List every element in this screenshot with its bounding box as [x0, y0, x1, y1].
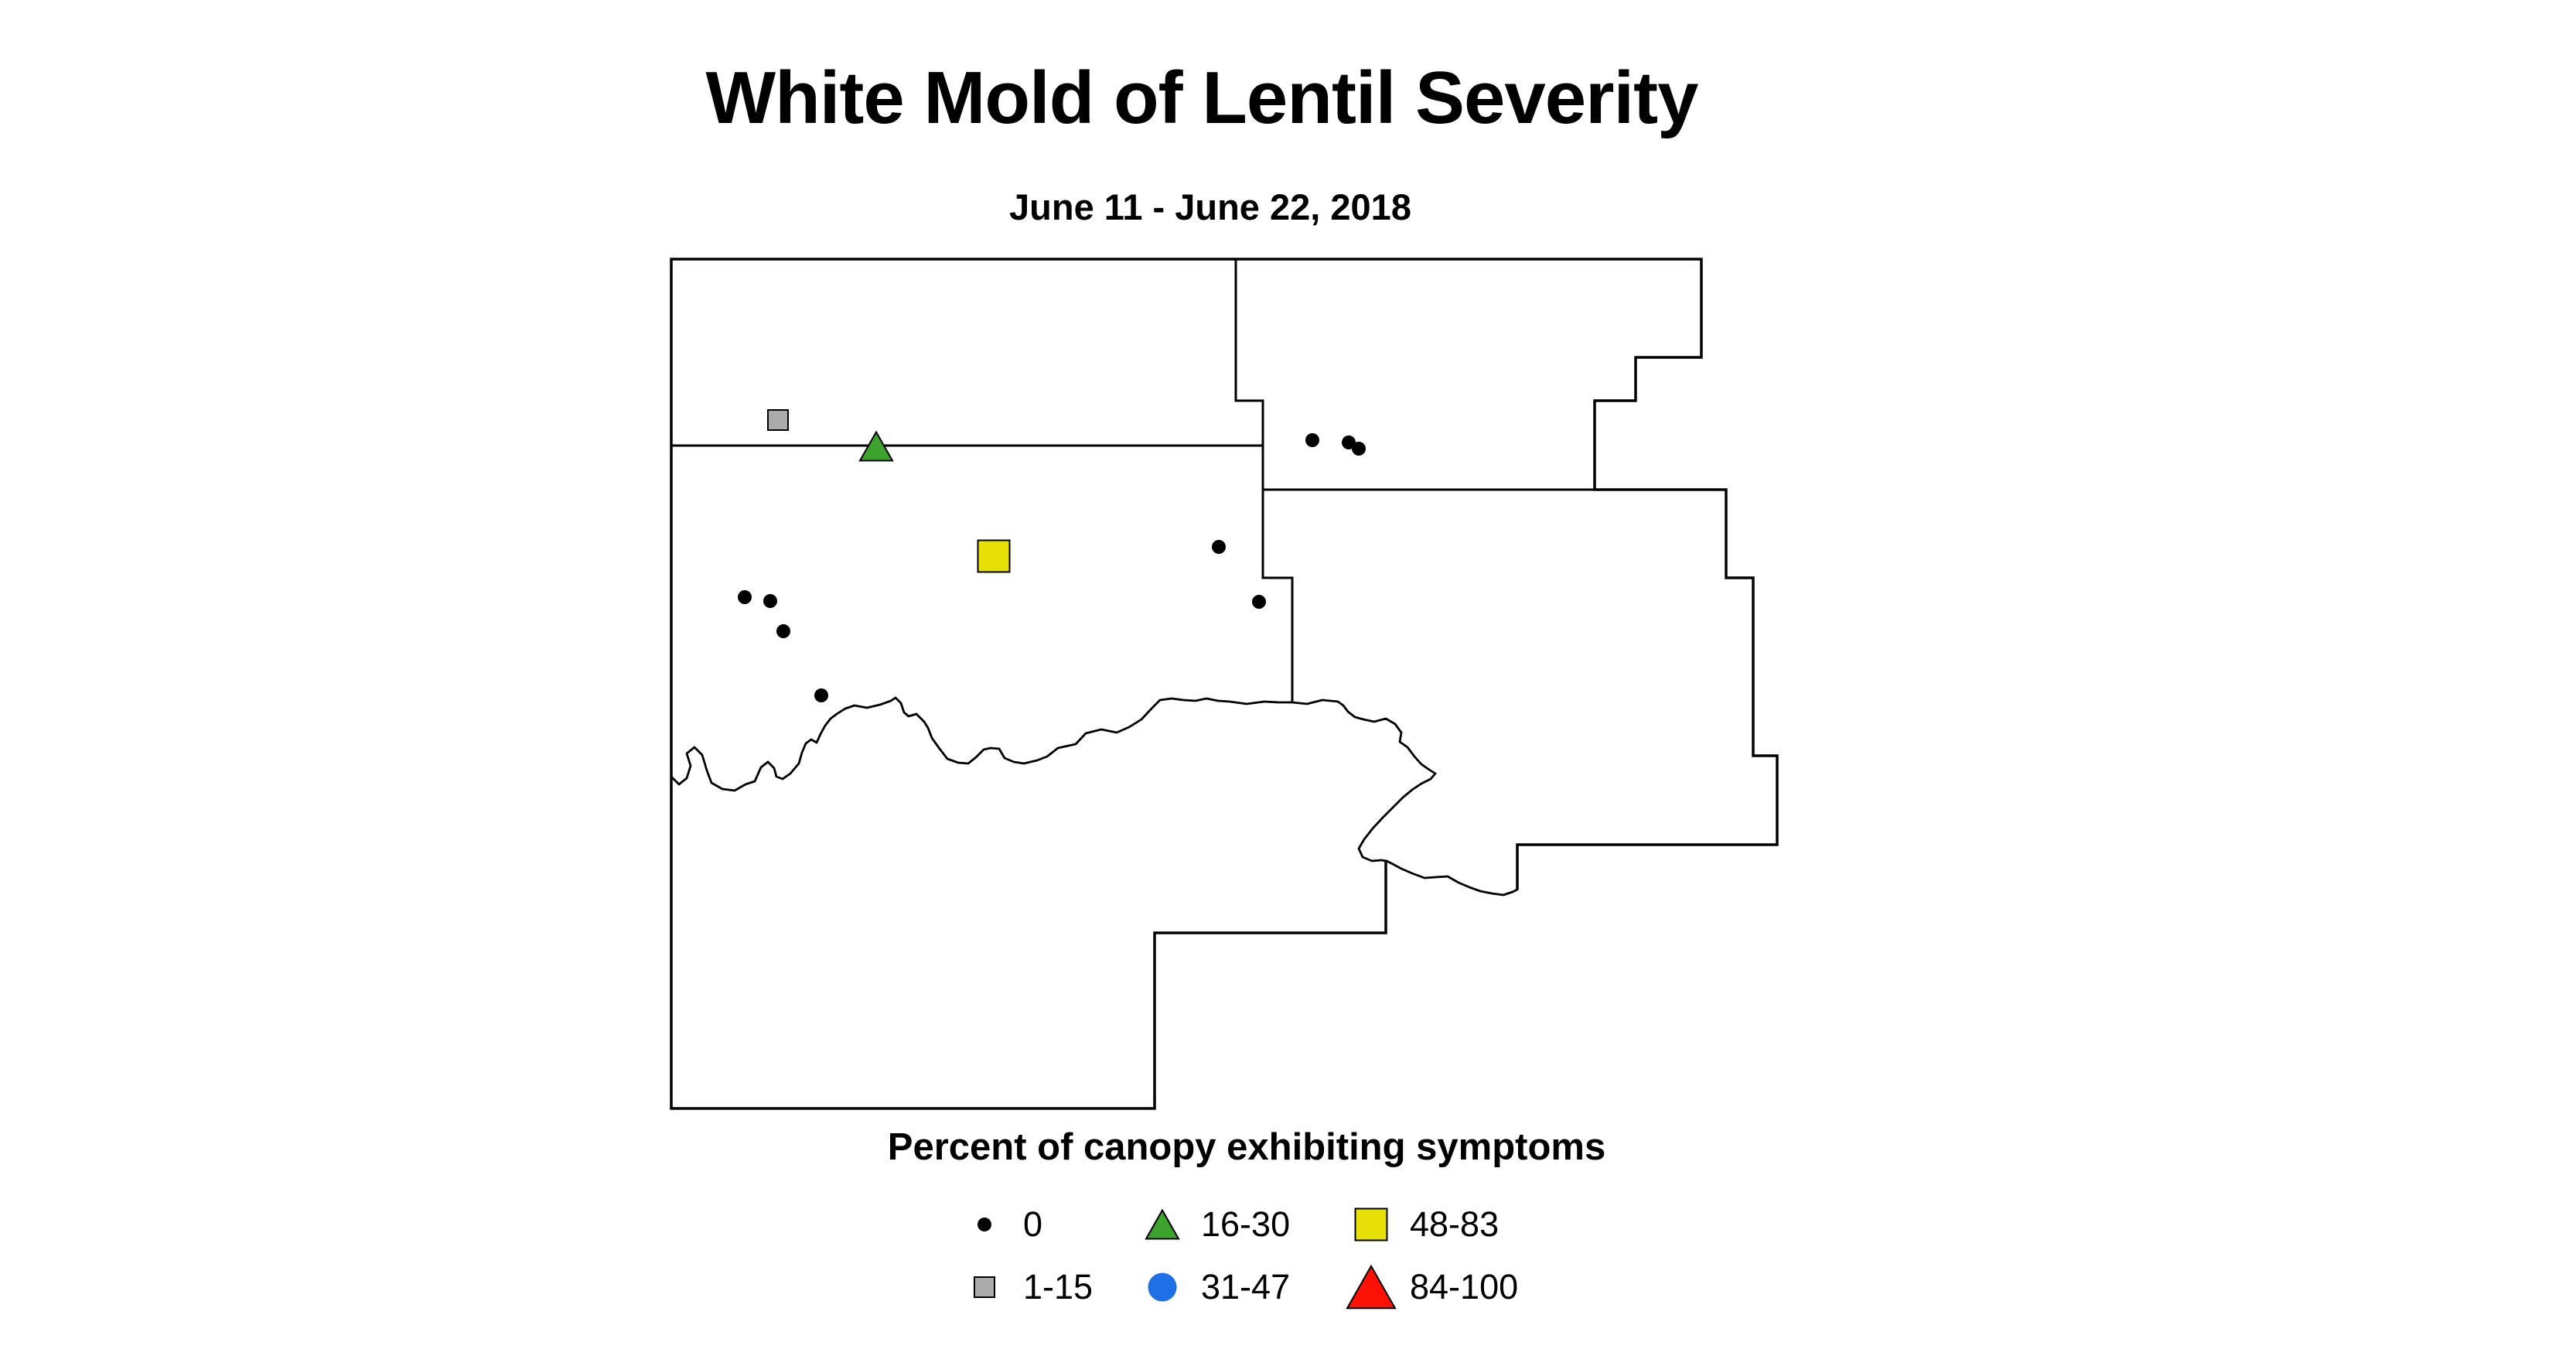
map-point-0	[1305, 433, 1319, 447]
legend-symbol-green-triangle-icon	[1145, 1208, 1180, 1240]
map-point-0	[738, 590, 752, 604]
figure-title: White Mold of Lentil Severity	[705, 56, 1698, 139]
map-point-0	[1252, 595, 1266, 609]
legend-item-31-47: 31-47	[1134, 1259, 1290, 1315]
figure-subtitle: June 11 - June 22, 2018	[1009, 186, 1411, 227]
legend-symbol-red-triangle-icon	[1346, 1264, 1397, 1310]
map-point-0	[814, 688, 828, 702]
severity-markers	[738, 409, 1366, 702]
map-point-0	[763, 594, 777, 608]
county-line-vertical-middle	[1234, 259, 1294, 702]
legend-item-label: 16-30	[1201, 1204, 1291, 1244]
legend-title: Percent of canopy exhibiting symptoms	[887, 1126, 1606, 1168]
legend-item-16-30: 16-30	[1134, 1197, 1290, 1252]
legend-symbol-gray-square-icon	[974, 1276, 995, 1298]
river-line	[670, 696, 1519, 897]
legend-symbol-blue-circle-icon	[1148, 1272, 1177, 1302]
map-point-0	[1342, 435, 1356, 449]
map-outer-boundary	[670, 258, 1779, 1110]
map-point-1-15	[767, 409, 789, 431]
map-point-0	[1212, 540, 1226, 554]
legend-item-label: 31-47	[1201, 1267, 1291, 1306]
map-point-0	[1352, 442, 1366, 456]
legend-symbol-dot-icon	[978, 1218, 991, 1231]
legend-item-label: 0	[1023, 1204, 1043, 1244]
legend-item-0: 0	[957, 1197, 1042, 1252]
legend-item-1-15: 1-15	[957, 1259, 1093, 1315]
map-point-16-30	[858, 430, 894, 462]
map-point-48-83	[977, 539, 1011, 573]
legend-item-label: 48-83	[1410, 1204, 1500, 1244]
legend-symbol-yellow-square-icon	[1354, 1207, 1388, 1242]
legend-item-label: 84-100	[1410, 1267, 1519, 1306]
legend-item-48-83: 48-83	[1343, 1197, 1499, 1252]
legend-item-84-100: 84-100	[1343, 1259, 1518, 1315]
legend-item-label: 1-15	[1023, 1267, 1094, 1306]
map-point-0	[776, 624, 790, 638]
